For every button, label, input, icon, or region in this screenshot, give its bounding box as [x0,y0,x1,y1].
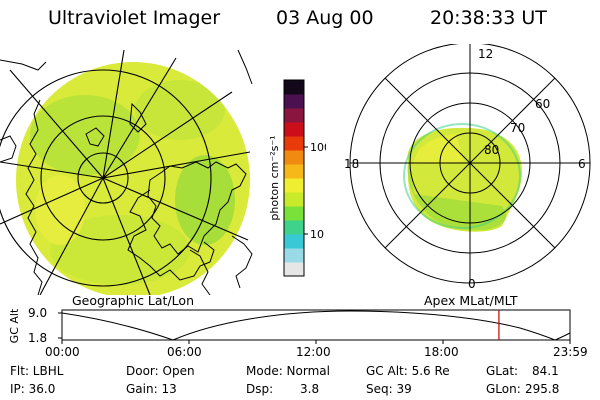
colorbar-band [284,192,304,207]
colorbar-band [284,164,304,179]
colorbar-band [284,94,304,109]
alt-xtick-0: 00:00 [45,345,80,359]
colorbar: 100 10 photon cm⁻²s⁻¹ [268,79,326,277]
apex-polar-plot: 12 18 6 0 60 70 80 [344,44,591,291]
instrument-title: Ultraviolet Imager [48,7,221,29]
alt-y-bottom: 1.8 [28,331,47,345]
novaya-zemlya-outline [129,102,147,133]
alt-y-top: 9.0 [28,306,47,320]
seq-info: Seq: 39 [366,382,412,396]
colorbar-band [284,248,304,263]
north-europe-coast-outline [0,135,17,163]
colorbar-band [284,122,304,137]
mlt-12-label: 12 [478,47,493,61]
glat-label: GLat: [486,364,519,378]
time-label: 20:38:33 UT [430,7,547,29]
colorbar-band [284,80,304,95]
mlat-60-label: 60 [535,97,550,111]
apex-panel-label: Apex MLat/MLT [424,293,518,308]
mlt-6-label: 6 [578,157,586,171]
geographic-image-panel [0,49,253,295]
arctic-islands-outline [127,189,215,281]
colorbar-band [284,234,304,249]
ip-info: IP: 36.0 [10,382,56,396]
flt-info: Flt: LBHL [10,364,64,378]
alt-xtick-2: 12:00 [296,345,331,359]
colorbar-band [284,220,304,235]
glon-value: 295.8 [525,382,560,396]
mlat-80-label: 80 [484,143,499,157]
alt-xtick-3: 18:00 [424,345,459,359]
gc-alt-info: GC Alt: 5.6 Re [366,364,450,378]
colorbar-band [284,150,304,165]
alt-axis-label: GC Alt [8,308,21,343]
geographic-panel-label: Geographic Lat/Lon [72,293,194,308]
altitude-plot: 9.0 1.8 GC Alt [8,306,571,345]
colorbar-tick-10: 10 [310,228,324,241]
colorbar-tick-100: 100 [310,141,326,154]
colorbar-band [284,178,304,193]
mode-info: Mode: Normal [246,364,330,378]
geo-grid [0,49,251,295]
mlt-0-label: 0 [468,277,476,291]
gain-info: Gain: 13 [126,382,177,396]
greenland-outline [147,161,247,255]
colorbar-band [284,108,304,123]
mlat-70-label: 70 [510,121,525,135]
colorbar-band [284,136,304,151]
colorbar-unit-label: photon cm⁻²s⁻¹ [268,135,281,220]
glat-value: 84.1 [532,364,559,378]
eurasia-coast-outline [25,99,43,295]
alt-xtick-4: 23:59 [553,345,588,359]
svalbard-outline [85,127,105,147]
mlt-18-label: 18 [344,157,359,171]
hudson-coast-outline [189,249,211,295]
dsp-value: 3.8 [300,382,320,396]
alt-xtick-1: 06:00 [167,345,202,359]
alaska-coast-outline [231,235,253,289]
altitude-curve [61,310,571,341]
colorbar-band [284,206,304,221]
colorbar-band [284,262,304,277]
dsp-label: Dsp: [246,382,274,396]
door-info: Door: Open [126,364,195,378]
date-label: 03 Aug 00 [276,7,374,29]
glon-label: GLon: [486,382,521,396]
